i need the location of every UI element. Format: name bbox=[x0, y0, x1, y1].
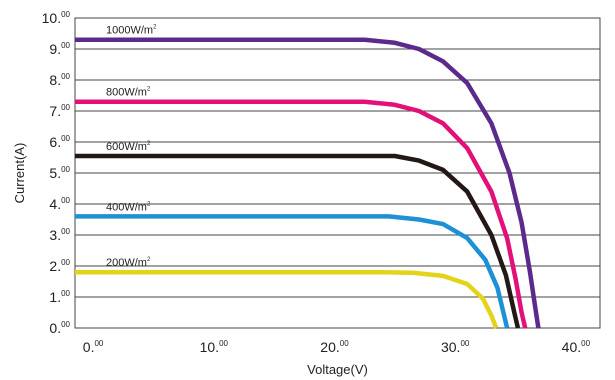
y-tick-decimals: 00 bbox=[61, 103, 70, 112]
series-line bbox=[75, 153, 521, 329]
x-tick-value: 20. bbox=[320, 339, 339, 355]
y-tick-value: 4. bbox=[49, 196, 61, 212]
series-label: 1000W/m2 bbox=[106, 25, 157, 37]
x-tick-label: 20.00 bbox=[320, 339, 349, 355]
x-tick-value: 0. bbox=[83, 339, 95, 355]
series-label: 600W/m2 bbox=[106, 141, 151, 153]
y-tick-decimals: 00 bbox=[61, 134, 70, 143]
y-tick-decimals: 00 bbox=[61, 165, 70, 174]
y-tick-decimals: 00 bbox=[61, 41, 70, 50]
series-line bbox=[75, 37, 541, 329]
x-tick-decimals: 00 bbox=[340, 339, 349, 348]
series-label: 200W/m2 bbox=[106, 257, 151, 269]
series-label-exponent: 2 bbox=[147, 141, 151, 147]
curves bbox=[75, 37, 541, 329]
y-tick-decimals: 00 bbox=[61, 258, 70, 267]
x-tick-value: 40. bbox=[562, 339, 581, 355]
y-tick-decimals: 00 bbox=[61, 72, 70, 81]
series-label-exponent: 2 bbox=[147, 257, 151, 263]
series-label: 800W/m2 bbox=[106, 87, 151, 99]
y-tick-value: 5. bbox=[49, 165, 61, 181]
y-axis-title: Current(A) bbox=[12, 143, 27, 204]
series-label-text: 200W/m bbox=[106, 257, 147, 269]
y-tick-value: 8. bbox=[49, 72, 61, 88]
x-tick-labels: 0.00 10.00 20.00 30.00 40.00 bbox=[83, 339, 591, 355]
y-tick-label: 2.00 bbox=[49, 258, 70, 274]
series-label-text: 800W/m bbox=[106, 87, 147, 99]
series-line bbox=[75, 269, 499, 329]
y-tick-value: 6. bbox=[49, 134, 61, 150]
series-label-text: 1000W/m bbox=[106, 25, 153, 37]
y-tick-decimals: 00 bbox=[61, 289, 70, 298]
x-tick-value: 10. bbox=[200, 339, 219, 355]
y-tick-value: 9. bbox=[49, 41, 61, 57]
x-tick-value: 30. bbox=[441, 339, 460, 355]
y-tick-value: 1. bbox=[49, 289, 61, 305]
y-tick-value: 10. bbox=[42, 10, 61, 26]
y-tick-label: 10.00 bbox=[42, 10, 71, 26]
y-tick-label: 4.00 bbox=[49, 196, 70, 212]
y-tick-decimals: 00 bbox=[61, 10, 70, 19]
y-tick-decimals: 00 bbox=[61, 196, 70, 205]
series-label-exponent: 2 bbox=[147, 87, 151, 93]
y-tick-value: 0. bbox=[49, 320, 61, 336]
series-label-text: 600W/m bbox=[106, 141, 147, 153]
y-tick-label: 5.00 bbox=[49, 165, 70, 181]
y-tick-label: 1.00 bbox=[49, 289, 70, 305]
y-tick-label: 7.00 bbox=[49, 103, 70, 119]
x-tick-label: 30.00 bbox=[441, 339, 470, 355]
x-tick-label: 40.00 bbox=[562, 339, 591, 355]
series-label-exponent: 2 bbox=[147, 201, 151, 207]
x-tick-label: 0.00 bbox=[83, 339, 104, 355]
series-line bbox=[75, 214, 510, 329]
series-label: 400W/m2 bbox=[106, 201, 151, 213]
y-tick-label: 0.00 bbox=[49, 320, 70, 336]
x-tick-decimals: 00 bbox=[94, 339, 103, 348]
y-tick-label: 3.00 bbox=[49, 227, 70, 243]
x-tick-decimals: 00 bbox=[460, 339, 469, 348]
y-tick-labels: 0.001.002.003.004.005.006.007.008.009.00… bbox=[42, 10, 71, 336]
x-tick-label: 10.00 bbox=[200, 339, 229, 355]
series-label-text: 400W/m bbox=[106, 201, 147, 213]
y-tick-value: 2. bbox=[49, 258, 61, 274]
y-tick-decimals: 00 bbox=[61, 227, 70, 236]
y-tick-decimals: 00 bbox=[61, 320, 70, 329]
gridlines bbox=[75, 48, 600, 298]
x-axis-title: Voltage(V) bbox=[307, 362, 368, 377]
x-tick-decimals: 00 bbox=[219, 339, 228, 348]
series-label-exponent: 2 bbox=[153, 25, 157, 31]
y-tick-value: 3. bbox=[49, 227, 61, 243]
y-tick-label: 8.00 bbox=[49, 72, 70, 88]
series-line bbox=[75, 99, 528, 329]
x-tick-decimals: 00 bbox=[581, 339, 590, 348]
y-tick-label: 6.00 bbox=[49, 134, 70, 150]
y-tick-value: 7. bbox=[49, 103, 61, 119]
y-tick-label: 9.00 bbox=[49, 41, 70, 57]
